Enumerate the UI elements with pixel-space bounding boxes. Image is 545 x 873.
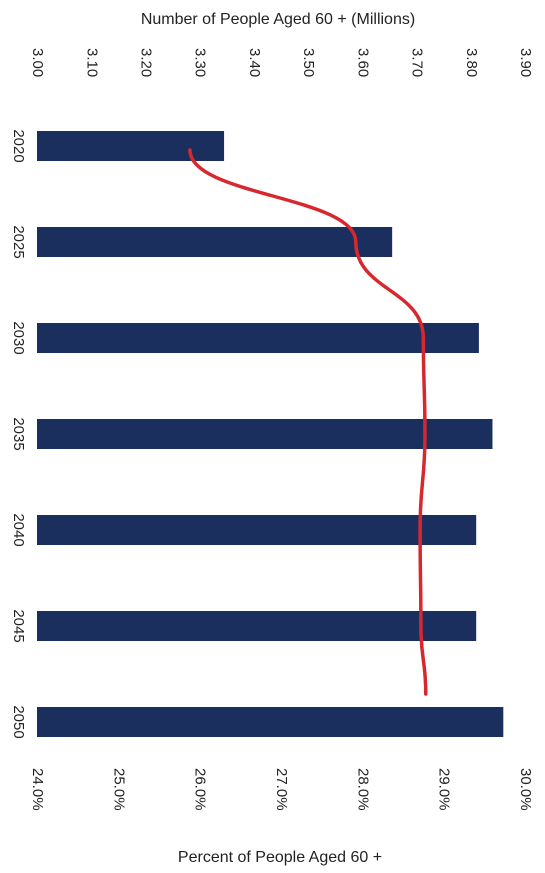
bottom-tick-label: 30.0% bbox=[517, 768, 534, 811]
bar-series bbox=[37, 131, 504, 737]
category-label: 2050 bbox=[10, 705, 27, 738]
bottom-axis-ticks: 24.0% 25.0% 26.0% 27.0% 28.0% 29.0% 30.0% bbox=[29, 768, 534, 811]
category-label: 2020 bbox=[10, 129, 27, 162]
bottom-tick-label: 25.0% bbox=[110, 768, 127, 811]
bottom-tick-label: 28.0% bbox=[354, 768, 371, 811]
top-tick-label: 3.60 bbox=[354, 48, 371, 77]
bar bbox=[37, 227, 393, 257]
top-tick-label: 3.10 bbox=[83, 48, 100, 77]
bottom-tick-label: 24.0% bbox=[29, 768, 46, 811]
series-line bbox=[188, 148, 428, 696]
top-tick-label: 3.80 bbox=[463, 48, 480, 77]
top-axis-title: Number of People Aged 60 + (Millions) bbox=[141, 11, 415, 28]
category-labels: 2020 2025 2030 2035 2040 2045 2050 bbox=[10, 129, 27, 738]
bar bbox=[37, 419, 493, 449]
top-tick-label: 3.50 bbox=[300, 48, 317, 77]
bar bbox=[37, 515, 477, 545]
bottom-tick-label: 26.0% bbox=[192, 768, 209, 811]
bar bbox=[37, 131, 225, 161]
category-label: 2025 bbox=[10, 225, 27, 258]
category-label: 2040 bbox=[10, 513, 27, 546]
top-tick-label: 3.00 bbox=[29, 48, 46, 77]
top-tick-label: 3.90 bbox=[517, 48, 534, 77]
line-series bbox=[188, 148, 428, 696]
category-label: 2035 bbox=[10, 417, 27, 450]
bottom-tick-label: 27.0% bbox=[273, 768, 290, 811]
top-tick-label: 3.20 bbox=[137, 48, 154, 77]
top-tick-label: 3.70 bbox=[409, 48, 426, 77]
bar bbox=[37, 611, 477, 641]
bottom-tick-label: 29.0% bbox=[436, 768, 453, 811]
bar bbox=[37, 323, 479, 353]
category-label: 2045 bbox=[10, 609, 27, 642]
bar bbox=[37, 707, 504, 737]
top-tick-label: 3.40 bbox=[246, 48, 263, 77]
category-label: 2030 bbox=[10, 321, 27, 354]
top-axis-ticks: 3.00 3.10 3.20 3.30 3.40 3.50 3.60 3.70 3.80 3.90 bbox=[29, 48, 534, 77]
bottom-axis-title: Percent of People Aged 60 + bbox=[178, 849, 382, 866]
top-tick-label: 3.30 bbox=[192, 48, 209, 77]
